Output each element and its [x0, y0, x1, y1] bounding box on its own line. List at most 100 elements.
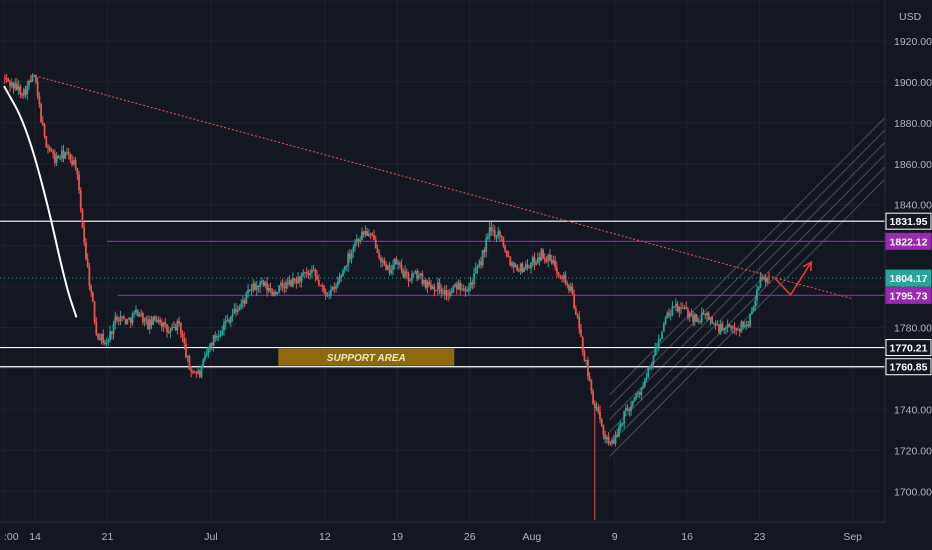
candle-body — [323, 286, 325, 292]
candle-body — [24, 89, 27, 95]
candle-body — [404, 271, 406, 278]
price-tag-box — [885, 212, 932, 230]
candle-body — [535, 263, 538, 265]
time-tick-label: 23 — [754, 531, 766, 543]
candle-body — [378, 252, 381, 259]
candle-body — [209, 343, 212, 348]
candle-body — [285, 282, 287, 289]
candle-body — [245, 293, 248, 304]
candle-body — [178, 320, 180, 324]
candle-body — [571, 286, 574, 294]
candle-body — [317, 279, 320, 286]
candle-body — [430, 284, 432, 290]
currency-label: USD — [899, 11, 922, 23]
candle-body — [393, 258, 396, 265]
candle-body — [624, 408, 627, 412]
time-axis[interactable]: :00 14 21 Jul 12 19 26 Aug 9 16 23 Sep — [0, 521, 932, 550]
candle-body — [226, 320, 229, 322]
candle-body — [483, 250, 486, 253]
candle-body — [283, 287, 286, 289]
candle-body — [72, 159, 75, 165]
candle-body — [702, 312, 705, 314]
candle-body — [57, 155, 60, 159]
candle-body — [681, 308, 684, 310]
candle-body — [678, 307, 681, 312]
candle-body — [754, 300, 757, 307]
candle-body — [768, 277, 770, 279]
candle-body — [719, 323, 722, 333]
candle-body — [167, 332, 170, 334]
candle-body — [690, 313, 693, 316]
candle-body — [64, 152, 67, 159]
candle-body — [297, 276, 300, 284]
candle-body — [733, 327, 736, 329]
price-tick-label: 1720.00 — [894, 445, 932, 457]
candle-body — [307, 273, 310, 276]
candle-body — [428, 281, 431, 285]
candle-body — [605, 437, 608, 440]
price-tick-label: 1780.00 — [894, 323, 932, 335]
candle-body — [481, 250, 484, 266]
candle-body — [499, 231, 501, 237]
candle-body — [447, 295, 450, 297]
candle-body — [502, 236, 505, 246]
candle-body — [311, 270, 313, 273]
candle-body — [329, 290, 332, 296]
candle-body — [405, 271, 408, 274]
price-tags: 1831.95 1822.12 1795.73 1770.21 1760.85 1804.… — [885, 212, 932, 376]
time-tick-label: Aug — [523, 531, 542, 543]
candle-body — [324, 291, 327, 295]
candle-body — [129, 317, 132, 324]
candle-body — [235, 308, 237, 312]
candle-body — [248, 289, 251, 291]
candle-body — [725, 327, 727, 329]
candle-body — [637, 392, 639, 394]
candle-body — [488, 227, 491, 237]
candle-body — [102, 333, 105, 343]
candle-body — [566, 283, 569, 286]
candle-body — [179, 323, 182, 334]
candle-body — [512, 262, 515, 268]
candle-body — [554, 260, 557, 268]
candle-body — [69, 154, 72, 161]
candle-body — [457, 282, 460, 289]
candle-body — [518, 270, 520, 272]
candle-body — [476, 266, 479, 269]
candle-body — [276, 292, 279, 294]
candle-body — [185, 343, 187, 358]
candle-body — [97, 334, 99, 339]
candle-body — [395, 258, 398, 265]
candle-body — [252, 283, 255, 291]
candle-body — [562, 274, 565, 279]
candle-body — [398, 262, 401, 265]
candle-body — [462, 288, 465, 290]
candle-body — [35, 75, 37, 82]
candle-body — [695, 314, 698, 322]
candle-body — [347, 253, 350, 267]
price-tag-box — [885, 232, 932, 250]
candle-body — [9, 81, 11, 87]
candle-body — [654, 348, 657, 356]
candle-body — [511, 262, 513, 266]
candle-body — [671, 306, 674, 316]
candle-body — [485, 238, 488, 253]
candle-body — [319, 285, 322, 287]
candle-body — [467, 288, 470, 292]
candle-body — [756, 289, 758, 301]
channel-line — [609, 144, 895, 433]
candle-body — [628, 409, 631, 412]
candle-body — [348, 253, 351, 259]
candle-body — [305, 271, 308, 274]
candle-body — [381, 260, 384, 262]
candle-body — [148, 319, 151, 330]
time-tick-label: 16 — [681, 531, 693, 543]
candle-body — [631, 401, 634, 406]
candle-body — [362, 231, 365, 235]
candle-body — [759, 276, 762, 288]
candle-body — [328, 295, 331, 297]
candle-body — [735, 328, 738, 331]
price-tick-label: 1840.00 — [894, 200, 932, 212]
candle-body — [138, 315, 141, 317]
candle-body — [561, 276, 563, 279]
